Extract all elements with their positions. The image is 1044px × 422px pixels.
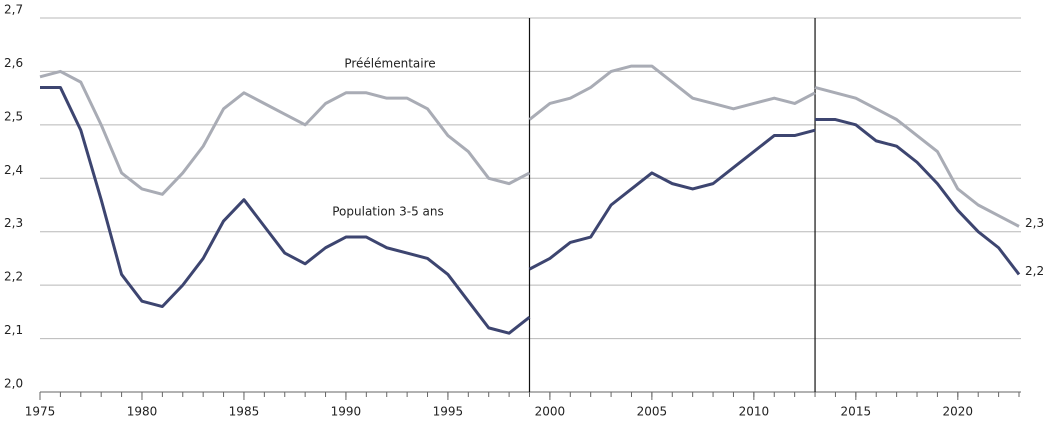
- y-tick-label: 2,2: [4, 270, 23, 284]
- y-tick-label: 2,5: [4, 109, 23, 123]
- y-tick-label: 2,4: [4, 163, 23, 177]
- x-tick-label: 1980: [127, 405, 158, 419]
- y-tick-label: 2,0: [4, 377, 23, 391]
- series-line: [40, 85, 1021, 335]
- x-tick-label: 1990: [331, 405, 362, 419]
- series-label: Préélémentaire: [344, 57, 435, 71]
- x-tick-label: 2020: [943, 405, 974, 419]
- end-label: 2,22: [1025, 264, 1044, 278]
- x-tick-label: 2010: [739, 405, 770, 419]
- x-tick-label: 1975: [25, 405, 56, 419]
- x-tick-label: 2005: [637, 405, 668, 419]
- y-tick-label: 2,7: [4, 3, 23, 17]
- y-tick-label: 2,1: [4, 323, 23, 337]
- series-label: Population 3-5 ans: [332, 205, 444, 219]
- y-tick-label: 2,6: [4, 56, 23, 70]
- series-line: [39, 64, 1020, 228]
- x-tick-label: 1995: [433, 405, 464, 419]
- x-tick-label: 1985: [229, 405, 260, 419]
- x-tick-label: 2015: [841, 405, 872, 419]
- end-label: 2,31: [1025, 216, 1044, 230]
- y-tick-label: 2,3: [4, 216, 23, 230]
- x-tick-label: 2000: [535, 405, 566, 419]
